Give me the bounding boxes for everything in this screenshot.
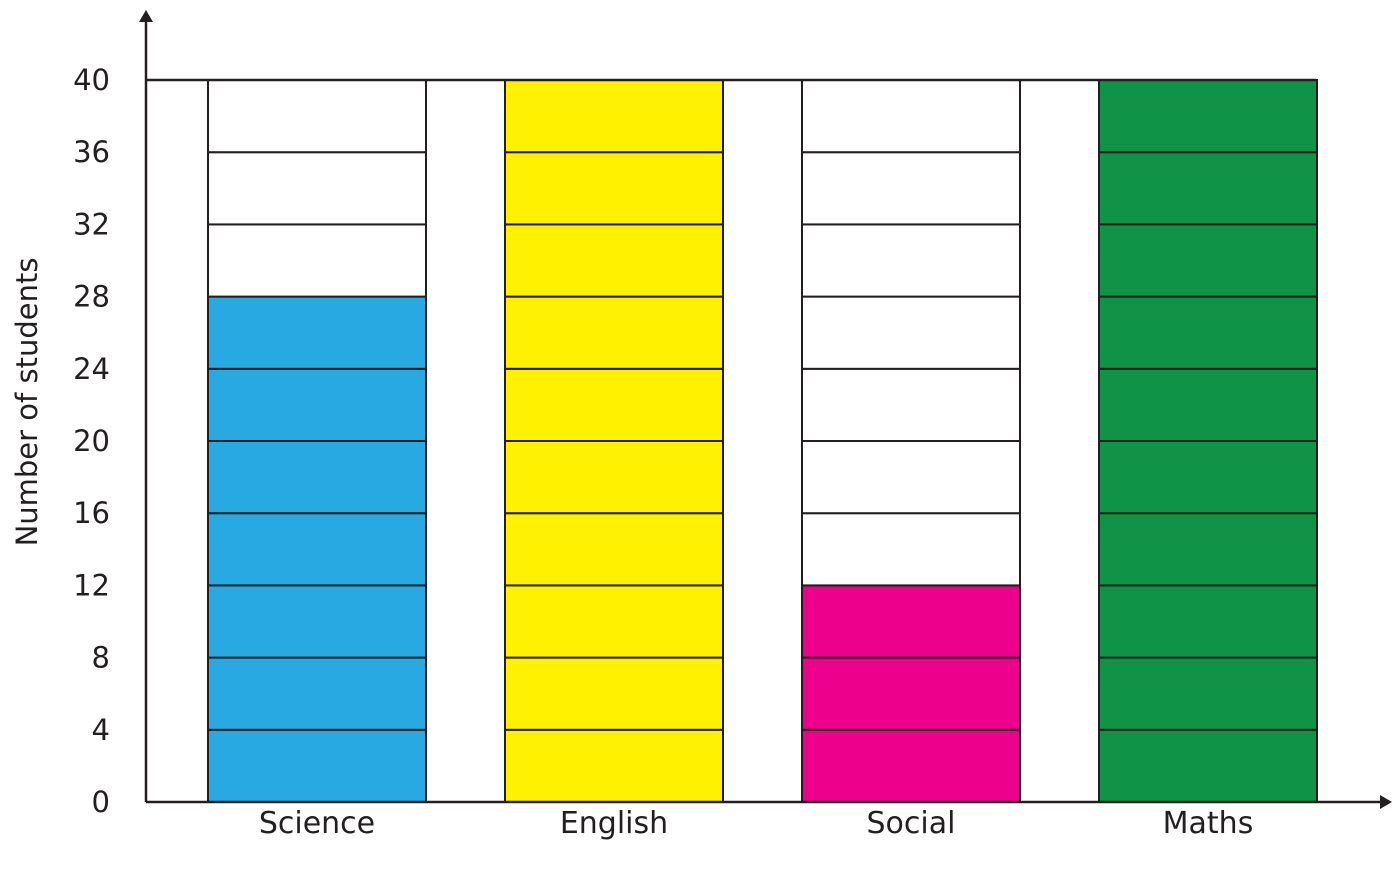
bar-segment-filled: [504, 295, 724, 370]
bar-segment-filled: [504, 223, 724, 298]
y-tick-label: 24: [73, 352, 110, 386]
bar-segment-filled: [801, 728, 1021, 803]
bar-segment-empty: [801, 79, 1021, 154]
bar-segment-filled: [504, 512, 724, 587]
axes-group: [139, 10, 1392, 809]
bar-segment-filled: [1098, 512, 1318, 587]
bar-segment-empty: [801, 151, 1021, 226]
bar-segment-filled: [504, 79, 724, 154]
bar-segment-filled: [1098, 367, 1318, 442]
bar-segment-empty: [801, 223, 1021, 298]
bar-segment-empty: [801, 440, 1021, 515]
x-label-social: Social: [867, 806, 956, 841]
y-tick-label: 36: [73, 135, 110, 169]
y-axis-arrow-icon: [139, 10, 153, 22]
bar-english: [504, 79, 724, 803]
y-tick-label: 4: [92, 713, 110, 747]
y-tick-label: 12: [73, 568, 110, 602]
bar-segment-filled: [1098, 440, 1318, 515]
bar-segment-empty: [207, 79, 427, 154]
x-label-maths: Maths: [1163, 806, 1254, 841]
y-tick-label: 28: [73, 280, 110, 314]
bar-segment-filled: [207, 440, 427, 515]
bar-segment-empty: [801, 367, 1021, 442]
bar-segment-filled: [801, 656, 1021, 731]
x-label-science: Science: [259, 806, 375, 841]
bar-segment-filled: [504, 656, 724, 731]
bars-group: [207, 79, 1318, 803]
bar-segment-empty: [801, 295, 1021, 370]
bar-segment-filled: [504, 728, 724, 803]
bar-segment-filled: [1098, 728, 1318, 803]
bar-segment-filled: [1098, 223, 1318, 298]
x-category-labels: Science English Social Maths: [259, 806, 1253, 841]
bar-segment-filled: [207, 295, 427, 370]
bar-social: [801, 79, 1021, 803]
bar-segment-filled: [207, 728, 427, 803]
bar-segment-filled: [504, 151, 724, 226]
x-label-english: English: [560, 806, 668, 841]
bar-maths: [1098, 79, 1318, 803]
bar-segment-filled: [1098, 295, 1318, 370]
y-axis-title: Number of students: [10, 258, 44, 547]
bar-segment-empty: [207, 151, 427, 226]
y-tick-label: 32: [73, 207, 110, 241]
bar-segment-filled: [1098, 151, 1318, 226]
y-tick-labels: 0 4 8 12 16 20 24 28 32 36 40: [73, 63, 110, 819]
bar-segment-filled: [801, 584, 1021, 659]
y-tick-label: 0: [92, 785, 110, 819]
bar-segment-filled: [207, 512, 427, 587]
bar-segment-filled: [504, 367, 724, 442]
y-tick-label: 16: [73, 496, 110, 530]
bar-segment-filled: [1098, 79, 1318, 154]
x-axis-arrow-icon: [1380, 795, 1392, 809]
bar-segment-filled: [207, 367, 427, 442]
bar-segment-empty: [801, 512, 1021, 587]
bar-segment-filled: [1098, 656, 1318, 731]
bar-segment-filled: [207, 584, 427, 659]
y-tick-label: 8: [92, 641, 110, 675]
bar-segment-filled: [504, 584, 724, 659]
bar-segment-filled: [504, 440, 724, 515]
y-tick-label: 20: [73, 424, 110, 458]
bar-segment-filled: [1098, 584, 1318, 659]
bar-segment-empty: [207, 223, 427, 298]
bar-science: [207, 79, 427, 803]
y-tick-label: 40: [73, 63, 110, 97]
bar-segment-filled: [207, 656, 427, 731]
